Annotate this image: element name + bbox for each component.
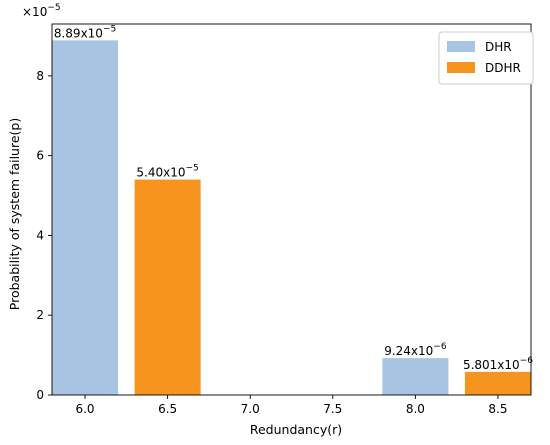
x-tick-label: 7.0 — [241, 402, 260, 416]
y-axis-ticks: 0 2 4 6 8 — [36, 69, 52, 402]
x-tick-label: 8.5 — [488, 402, 507, 416]
x-axis-title: Redundancy(r) — [250, 422, 342, 437]
data-label-ddhr-8.5: 5.801x10−6 — [463, 356, 533, 372]
x-tick-label: 7.5 — [323, 402, 342, 416]
data-label-dhr-8: 9.24x10−6 — [384, 342, 447, 358]
y-axis-offset-text: ×10−5 — [22, 3, 61, 19]
y-tick-label: 6 — [36, 149, 44, 163]
bar-data-labels: 8.89x10−5 9.24x10−6 5.40x10−5 5.801x10−6 — [54, 24, 533, 372]
bar-ddhr-6.5 — [134, 179, 201, 395]
legend-label-ddhr: DDHR — [485, 61, 521, 75]
legend-label-dhr: DHR — [485, 40, 512, 54]
bar-dhr-8 — [382, 358, 449, 395]
y-axis-title: Probability of system failure(p) — [7, 118, 22, 310]
y-tick-label: 2 — [36, 308, 44, 322]
y-tick-label: 0 — [36, 388, 44, 402]
data-label-ddhr-6.5: 5.40x10−5 — [136, 164, 198, 180]
y-tick-label: 4 — [36, 228, 44, 242]
legend: DHR DDHR — [438, 31, 534, 85]
bars-layer — [52, 40, 531, 395]
bar-dhr-6 — [52, 40, 119, 395]
x-tick-label: 6.0 — [75, 402, 94, 416]
x-axis-ticks: 6.0 6.5 7.0 7.5 8.0 8.5 — [75, 395, 508, 416]
plot-frame — [51, 23, 532, 396]
y-tick-label: 8 — [36, 69, 44, 83]
legend-swatch-ddhr — [447, 62, 475, 73]
legend-swatch-dhr — [447, 41, 475, 52]
data-label-dhr-6: 8.89x10−5 — [54, 24, 116, 40]
x-tick-label: 8.0 — [406, 402, 425, 416]
bar-ddhr-8.5 — [464, 371, 531, 395]
x-tick-label: 6.5 — [158, 402, 177, 416]
